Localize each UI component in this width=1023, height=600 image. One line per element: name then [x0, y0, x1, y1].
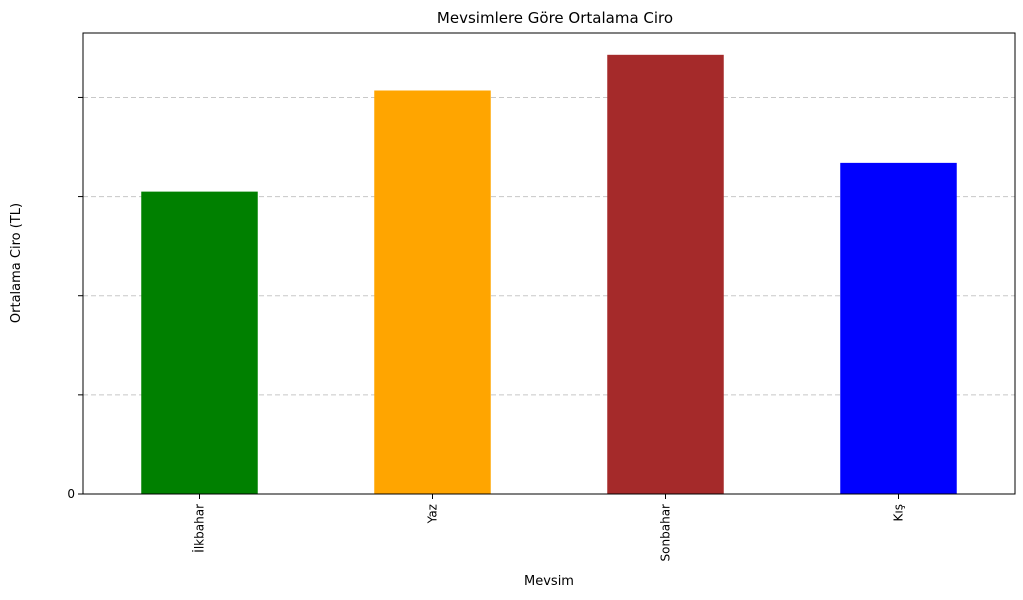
bar-3 [607, 54, 724, 494]
y-tick-label: 0 [67, 487, 75, 501]
x-axis-ticks: İlkbahar Yaz Sonbahar Kış [192, 494, 906, 561]
plot-frame [82, 32, 1016, 495]
chart-title: Mevsimlere Göre Ortalama Ciro [437, 9, 673, 27]
bar-2 [374, 90, 491, 495]
x-tick-label: İlkbahar [192, 504, 207, 553]
bars [141, 54, 957, 495]
bar-1 [141, 191, 258, 494]
x-tick-label: Yaz [426, 504, 440, 524]
x-axis-label: Mevsim [524, 574, 574, 589]
y-axis-label: Ortalama Ciro (TL) [9, 203, 24, 323]
x-tick-label: Kış [892, 504, 906, 521]
y-axis-ticks: 0 [67, 96, 83, 501]
bar-4 [840, 162, 957, 495]
x-tick-label: Sonbahar [659, 504, 673, 561]
